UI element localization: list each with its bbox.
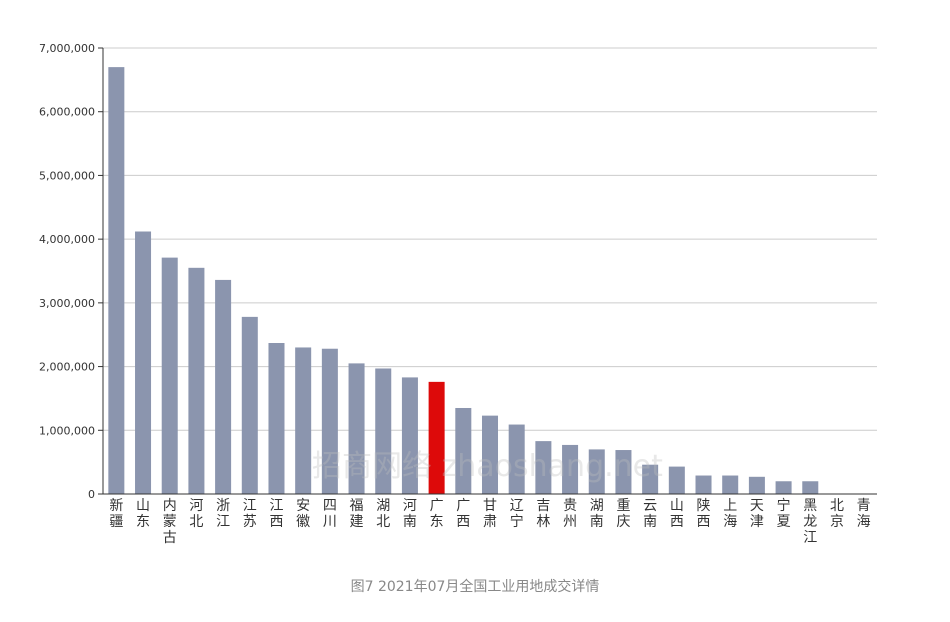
x-category-label: 辽宁 xyxy=(510,498,524,530)
bar xyxy=(188,267,205,494)
chart-caption: 图7 2021年07月全国工业用地成交详情 xyxy=(350,579,600,595)
bar xyxy=(588,449,605,494)
x-category-label: 广东 xyxy=(430,498,444,530)
y-axis-tick-labels: 0 1,000,000 2,000,000 3,000,000 4,000,000 5,0… xyxy=(39,42,103,501)
x-category-label: 内蒙古 xyxy=(163,498,177,546)
y-tick-label: 5,000,000 xyxy=(39,169,95,182)
bar xyxy=(321,348,338,494)
bar xyxy=(562,444,579,494)
x-category-label: 新疆 xyxy=(109,498,123,530)
bar xyxy=(161,257,178,494)
bar xyxy=(108,67,125,494)
x-category-label: 河南 xyxy=(403,498,417,530)
bar xyxy=(268,342,285,494)
x-category-label: 湖南 xyxy=(590,498,604,530)
x-category-label: 黑龙江 xyxy=(803,498,817,546)
bar xyxy=(775,481,792,494)
y-tick-label: 6,000,000 xyxy=(39,106,95,119)
bar xyxy=(295,347,312,494)
x-category-label: 北京 xyxy=(830,498,844,530)
x-category-label: 浙江 xyxy=(216,498,230,530)
x-category-label: 陕西 xyxy=(697,498,711,530)
x-category-label: 天津 xyxy=(750,498,764,530)
bar xyxy=(215,279,232,494)
bar xyxy=(455,407,472,494)
bar xyxy=(375,368,392,494)
x-category-label: 云南 xyxy=(643,498,657,530)
bar xyxy=(401,377,418,494)
bar xyxy=(668,466,685,494)
bar xyxy=(615,450,632,494)
bar xyxy=(428,381,445,494)
x-category-label: 湖北 xyxy=(376,498,390,530)
bar xyxy=(481,415,499,494)
bars xyxy=(108,67,872,495)
x-category-label: 河北 xyxy=(189,498,203,530)
x-category-label: 广西 xyxy=(456,498,470,530)
bar xyxy=(642,464,659,494)
y-tick-label: 0 xyxy=(88,488,95,501)
x-category-label: 福建 xyxy=(350,498,364,530)
x-category-label: 江苏 xyxy=(243,498,257,530)
y-tick-label: 3,000,000 xyxy=(39,297,95,310)
bar xyxy=(135,231,152,495)
x-category-label: 青海 xyxy=(857,498,871,530)
x-category-label: 吉林 xyxy=(536,498,550,530)
bar xyxy=(722,475,739,494)
y-tick-label: 4,000,000 xyxy=(39,233,95,246)
x-category-label: 重庆 xyxy=(616,498,630,530)
y-tick-label: 2,000,000 xyxy=(39,361,95,374)
x-axis-category-labels: 新疆山东内蒙古河北浙江江苏江西安徽四川福建湖北河南广东广西甘肃辽宁吉林贵州湖南重… xyxy=(109,497,870,546)
x-category-label: 贵州 xyxy=(563,498,577,530)
bar xyxy=(695,475,712,494)
x-category-label: 甘肃 xyxy=(483,498,497,530)
bar xyxy=(508,424,525,494)
x-category-label: 山西 xyxy=(670,498,684,530)
y-tick-label: 7,000,000 xyxy=(39,42,95,55)
x-category-label: 山东 xyxy=(136,498,150,530)
y-tick-label: 1,000,000 xyxy=(39,424,95,437)
bar xyxy=(348,363,365,494)
bar xyxy=(802,481,819,494)
bar xyxy=(241,316,258,494)
bar xyxy=(535,441,552,494)
x-category-label: 宁夏 xyxy=(777,497,791,530)
bar xyxy=(748,476,765,494)
gridlines xyxy=(103,47,877,431)
x-category-label: 上海 xyxy=(723,498,737,530)
x-category-label: 四川 xyxy=(323,498,337,530)
x-category-label: 江西 xyxy=(269,498,283,530)
x-category-label: 安徽 xyxy=(296,498,310,530)
